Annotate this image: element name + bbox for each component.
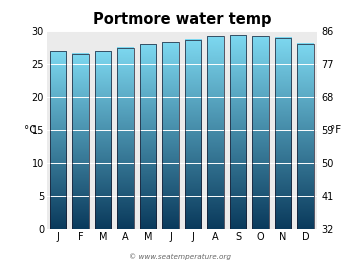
- Bar: [72, 54, 89, 229]
- Bar: [162, 42, 179, 229]
- Title: Portmore water temp: Portmore water temp: [93, 12, 271, 27]
- Bar: [140, 44, 156, 229]
- Bar: [275, 38, 291, 229]
- Text: © www.seatemperature.org: © www.seatemperature.org: [129, 253, 231, 260]
- Bar: [95, 51, 111, 229]
- Bar: [117, 48, 134, 229]
- Bar: [252, 36, 269, 229]
- Bar: [230, 35, 246, 229]
- Bar: [297, 44, 314, 229]
- Y-axis label: °F: °F: [330, 125, 341, 135]
- Bar: [185, 40, 201, 229]
- Bar: [207, 36, 224, 229]
- Bar: [50, 51, 66, 229]
- Y-axis label: °C: °C: [24, 125, 36, 135]
